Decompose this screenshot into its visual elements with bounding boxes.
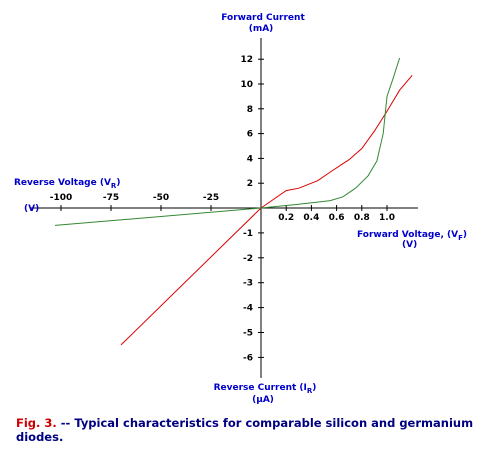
reverse-voltage-title-text: Reverse Voltage (V (14, 178, 111, 188)
tick-marks (60, 58, 388, 358)
y-tick-label-neg-4: -4 (243, 304, 253, 314)
y-tick-label-neg-6: -6 (243, 353, 253, 363)
x-tick-label-0-8: 0.8 (354, 213, 370, 223)
x-tick-label-neg-25: -25 (203, 193, 219, 203)
x-tick-label-neg-100: -100 (50, 193, 73, 203)
diode-characteristic-chart: 0.2 0.4 0.6 0.8 1.0 -100 -75 -50 -25 2 4 6 8 10 12 -1 -2… (14, 13, 467, 405)
y-tick-label-12: 12 (240, 55, 253, 65)
reverse-voltage-subscript: R (111, 182, 117, 190)
y-tick-label-neg-5: -5 (243, 329, 253, 339)
x-tick-label-0-2: 0.2 (278, 213, 294, 223)
forward-voltage-axis-unit: (V) (402, 240, 417, 250)
series-2-reverse-curve (54, 207, 262, 226)
reverse-current-axis-unit: (µA) (252, 395, 274, 405)
forward-voltage-close: ) (463, 230, 467, 240)
series-1-forward-curve (260, 74, 413, 209)
x-tick-label-neg-50: -50 (153, 193, 169, 203)
y-tick-label-neg-1: -1 (243, 229, 253, 239)
reverse-voltage-close: ) (116, 178, 120, 188)
forward-voltage-subscript: F (458, 234, 463, 242)
reverse-current-title-text: Reverse Current (I (214, 383, 307, 393)
reverse-voltage-axis-unit: (V) (24, 204, 39, 214)
y-tick-label-6: 6 (247, 130, 253, 140)
tick-labels: 0.2 0.4 0.6 0.8 1.0 -100 -75 -50 -25 2 4 6 8 10 12 -1 -2… (50, 55, 395, 363)
caption-text: -- Typical characteristics for comparabl… (16, 416, 474, 444)
y-tick-label-4: 4 (247, 154, 253, 164)
x-tick-label-0-6: 0.6 (329, 213, 345, 223)
forward-current-axis-unit: (mA) (249, 24, 274, 34)
x-tick-label-1-0: 1.0 (379, 213, 395, 223)
reverse-current-subscript: R (307, 387, 313, 395)
y-tick-label-2: 2 (247, 179, 253, 189)
reverse-current-axis-title: Reverse Current (IR) (214, 383, 317, 395)
y-tick-label-neg-3: -3 (243, 279, 253, 289)
y-tick-label-10: 10 (240, 80, 253, 90)
reverse-current-close: ) (312, 383, 316, 393)
x-tick-label-neg-75: -75 (103, 193, 119, 203)
diode-curves (54, 57, 413, 346)
x-tick-label-0-4: 0.4 (303, 213, 319, 223)
series-1-reverse-curve (120, 207, 262, 346)
series-2-forward-curve (260, 57, 401, 209)
reverse-voltage-axis-title: Reverse Voltage (VR) (14, 178, 120, 190)
figure-number: Fig. 3. (16, 416, 57, 430)
forward-voltage-title-text: Forward Voltage, (V (357, 230, 458, 240)
y-tick-label-8: 8 (247, 105, 253, 115)
figure-caption: Fig. 3. -- Typical characteristics for c… (16, 416, 476, 444)
y-tick-label-neg-2: -2 (243, 254, 253, 264)
forward-current-axis-title: Forward Current (221, 13, 305, 23)
forward-voltage-axis-title: Forward Voltage, (VF) (357, 230, 467, 242)
